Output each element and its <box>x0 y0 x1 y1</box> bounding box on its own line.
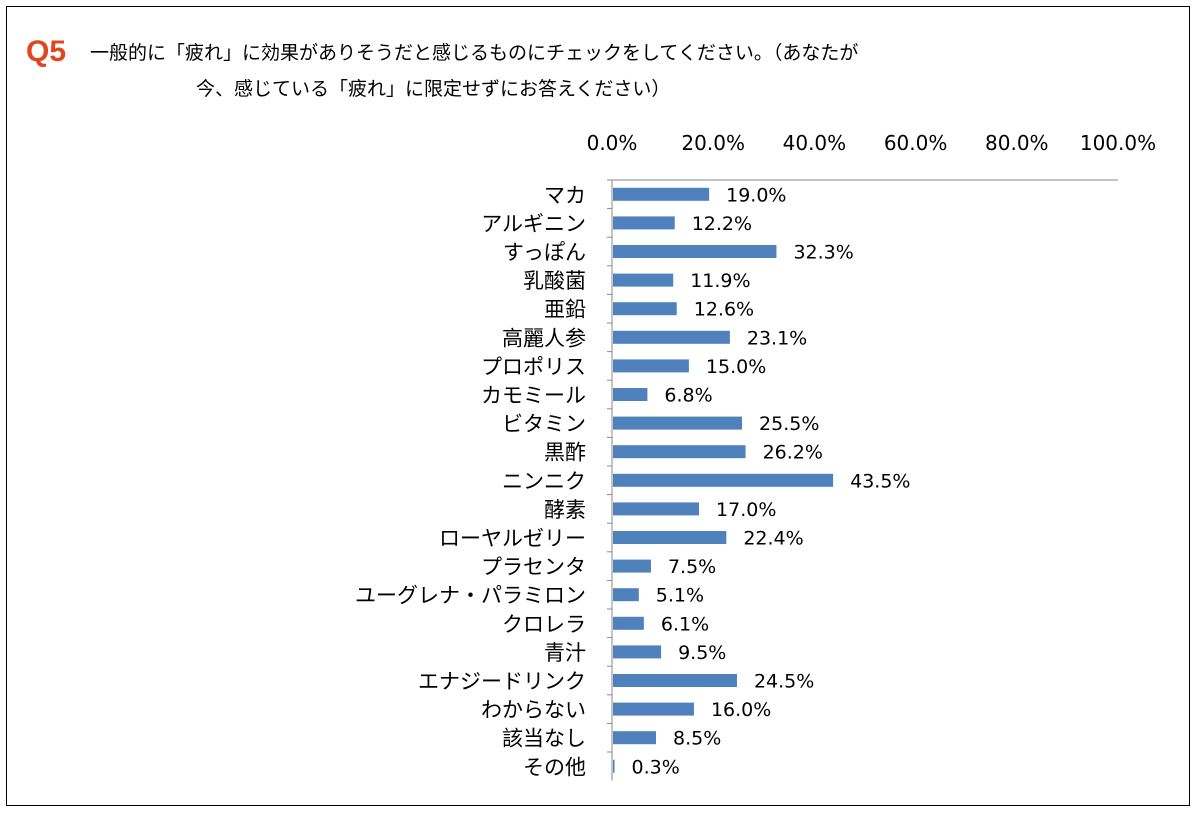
value-label: 0.3% <box>632 756 680 778</box>
category-label: その他 <box>523 755 586 779</box>
category-label: 青汁 <box>544 641 586 665</box>
bar <box>613 645 662 659</box>
category-label: カモミール <box>481 384 586 408</box>
value-label: 12.6% <box>694 299 754 321</box>
value-label: 8.5% <box>673 728 721 750</box>
bar <box>613 273 674 287</box>
x-tick-label: 0.0% <box>587 131 638 155</box>
value-label: 23.1% <box>747 327 807 349</box>
bar <box>613 502 700 516</box>
bar <box>613 531 727 544</box>
value-label: 26.2% <box>763 442 823 464</box>
bar <box>613 702 694 716</box>
category-label: 黒酢 <box>544 441 586 465</box>
category-label: すっぽん <box>503 241 586 265</box>
category-label: ニンニク <box>502 469 586 493</box>
value-label: 6.1% <box>661 613 709 635</box>
chart-frame <box>6 6 1190 806</box>
category-label: プロポリス <box>481 355 586 379</box>
value-label: 9.5% <box>678 642 726 664</box>
question-text-line2: 今、感じている「疲れ」に限定せずにお答えください） <box>196 78 671 100</box>
value-label: 5.1% <box>656 585 704 607</box>
category-label: 高麗人参 <box>502 326 586 350</box>
category-label: プラセンタ <box>481 555 586 579</box>
x-tick-label: 60.0% <box>884 131 948 155</box>
category-label: クロレラ <box>502 612 586 636</box>
value-label: 15.0% <box>706 356 766 378</box>
value-label: 25.5% <box>759 413 819 435</box>
x-tick-label: 20.0% <box>681 131 745 155</box>
bar <box>613 359 689 373</box>
value-label: 11.9% <box>690 270 750 292</box>
category-label: マカ <box>544 183 586 207</box>
category-label: わからない <box>481 698 586 722</box>
value-label: 24.5% <box>754 671 814 693</box>
bar <box>613 473 834 487</box>
bar <box>613 216 675 230</box>
bar <box>613 731 657 745</box>
bar <box>613 674 737 687</box>
value-label: 43.5% <box>850 470 910 492</box>
bar <box>613 330 730 344</box>
category-label: 酵素 <box>544 498 586 522</box>
category-label: ユーグレナ・パラミロン <box>355 584 586 608</box>
bar <box>613 616 644 630</box>
category-label: エナジードリンク <box>418 670 586 694</box>
question-text-line1: 一般的に「疲れ」に効果がありそうだと感じるものにチェックをしてください。（あなた… <box>90 42 859 64</box>
bar <box>613 559 651 573</box>
value-label: 7.5% <box>668 556 716 578</box>
value-label: 16.0% <box>711 699 771 721</box>
value-label: 12.2% <box>692 213 752 235</box>
category-label: アルギニン <box>481 212 586 236</box>
value-label: 6.8% <box>664 385 712 407</box>
category-label: ローヤルゼリー <box>439 527 586 551</box>
x-tick-label: 100.0% <box>1080 131 1156 155</box>
category-label: 亜鉛 <box>544 298 586 322</box>
value-label: 19.0% <box>726 184 786 206</box>
question-number: Q5 <box>26 35 67 68</box>
bar <box>613 245 777 258</box>
category-label: 該当なし <box>502 727 586 751</box>
bar <box>613 759 615 773</box>
value-label: 17.0% <box>716 499 776 521</box>
bar <box>613 388 648 401</box>
bar <box>613 302 677 316</box>
value-label: 32.3% <box>793 242 853 264</box>
category-label: ビタミン <box>502 412 586 436</box>
category-label: 乳酸菌 <box>523 269 586 293</box>
value-label: 22.4% <box>743 528 803 550</box>
bar <box>613 416 743 430</box>
x-tick-label: 80.0% <box>985 131 1049 155</box>
bar <box>613 187 710 201</box>
bar <box>613 588 639 602</box>
x-tick-label: 40.0% <box>783 131 847 155</box>
bar <box>613 445 746 459</box>
